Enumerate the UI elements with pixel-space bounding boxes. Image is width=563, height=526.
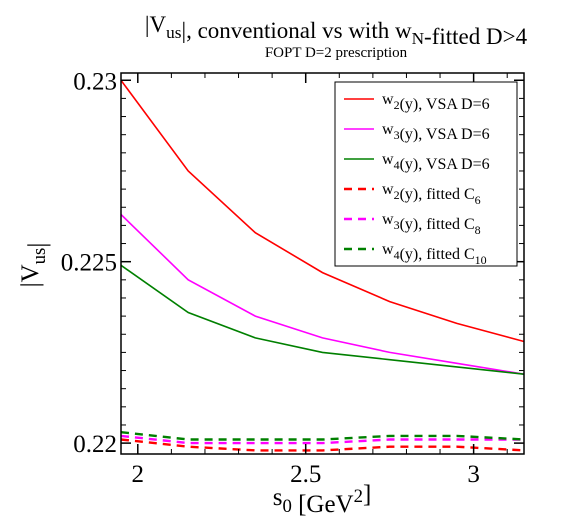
y-axis-label: |Vus| — [17, 243, 51, 288]
legend-label: w2(y), fitted C6 — [382, 181, 481, 207]
y-tick-label: 0.22 — [73, 431, 117, 458]
plot-frame — [120, 72, 525, 455]
legend-label: w4(y), fitted C10 — [382, 241, 487, 267]
x-tick-label: 2 — [132, 461, 145, 488]
series-line-1 — [120, 79, 525, 343]
series-line-2 — [120, 213, 525, 375]
legend-label: w3(y), fitted C8 — [382, 211, 481, 237]
legend-label: w2(y), VSA D=6 — [382, 91, 490, 113]
x-tick-label: 2.5 — [290, 461, 321, 488]
legend-box — [334, 81, 518, 267]
series-line-3 — [120, 264, 525, 375]
series-line-6 — [120, 431, 525, 441]
chart-title: |Vus|, conventional vs with wN-fitted D>… — [145, 12, 528, 49]
legend: w2(y), VSA D=6 w3(y), VSA D=6 w4(y), VSA D… — [334, 81, 518, 267]
y-tick-label: 0.225 — [61, 250, 117, 277]
chart-subtitle: FOPT D=2 prescription — [265, 45, 408, 61]
x-tick-label: 3 — [467, 461, 480, 488]
y-tick-label: 0.23 — [73, 68, 117, 95]
legend-label: w4(y), VSA D=6 — [382, 151, 490, 173]
x-axis-label: s0 [GeV2] — [273, 481, 372, 518]
series-line-5 — [120, 434, 524, 445]
legend-label: w3(y), VSA D=6 — [382, 121, 490, 143]
series-line-4 — [120, 438, 525, 452]
